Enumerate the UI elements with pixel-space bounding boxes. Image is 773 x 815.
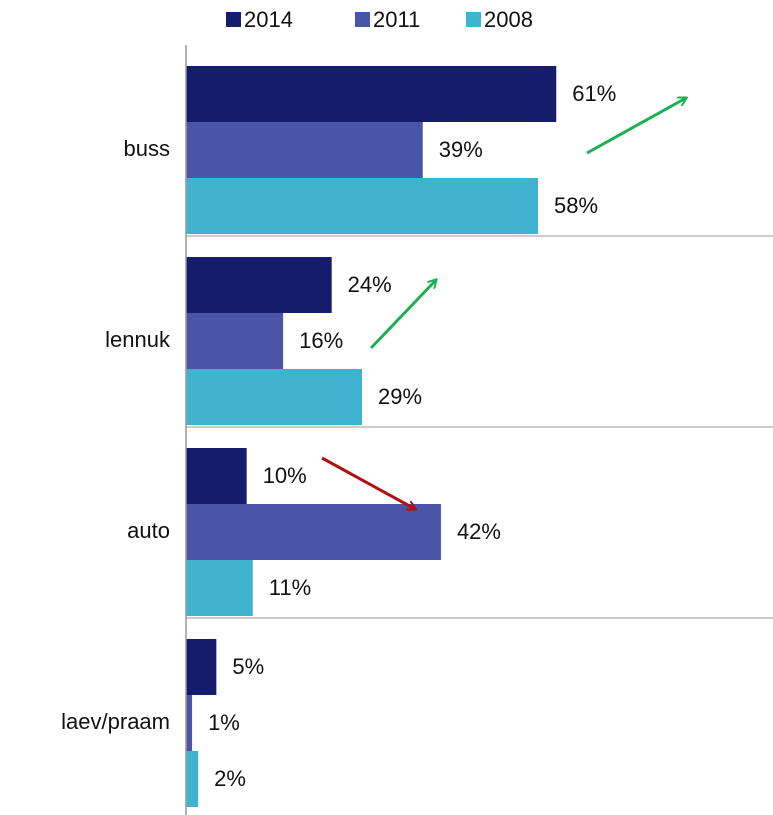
trend-arrow — [369, 280, 436, 350]
category-label: laev/praam — [61, 709, 170, 734]
legend-label: 2011 — [373, 7, 420, 32]
value-label: 16% — [299, 328, 343, 353]
bar — [186, 751, 199, 807]
bar — [186, 257, 332, 313]
trend-arrow — [586, 98, 686, 155]
value-label: 24% — [348, 272, 392, 297]
trend-arrow — [321, 456, 415, 509]
legend-label: 2008 — [484, 7, 533, 32]
bar — [186, 369, 363, 425]
bar — [186, 504, 441, 560]
legend-swatch — [355, 12, 370, 27]
category-label: lennuk — [105, 327, 171, 352]
bar — [186, 66, 557, 122]
legend-swatch — [466, 12, 481, 27]
value-label: 11% — [269, 575, 311, 600]
bar — [186, 313, 284, 369]
bar — [186, 560, 253, 616]
bar — [186, 695, 193, 751]
value-label: 58% — [554, 193, 598, 218]
value-label: 42% — [457, 519, 501, 544]
bar — [186, 639, 217, 695]
category-label: buss — [124, 136, 170, 161]
bar — [186, 448, 247, 504]
value-label: 10% — [263, 463, 307, 488]
value-label: 5% — [232, 654, 264, 679]
category-label: auto — [127, 518, 170, 543]
legend-label: 2014 — [244, 7, 293, 32]
bar — [186, 178, 539, 234]
value-label: 29% — [378, 384, 422, 409]
value-label: 1% — [208, 710, 240, 735]
bar — [186, 122, 423, 178]
legend-swatch — [226, 12, 241, 27]
value-label: 61% — [572, 81, 616, 106]
value-label: 2% — [214, 766, 246, 791]
plot-area: 2014 2011 2008 buss 61% 39% 58% lennuk 24% 16% 29%… — [61, 7, 773, 807]
value-label: 39% — [439, 137, 483, 162]
